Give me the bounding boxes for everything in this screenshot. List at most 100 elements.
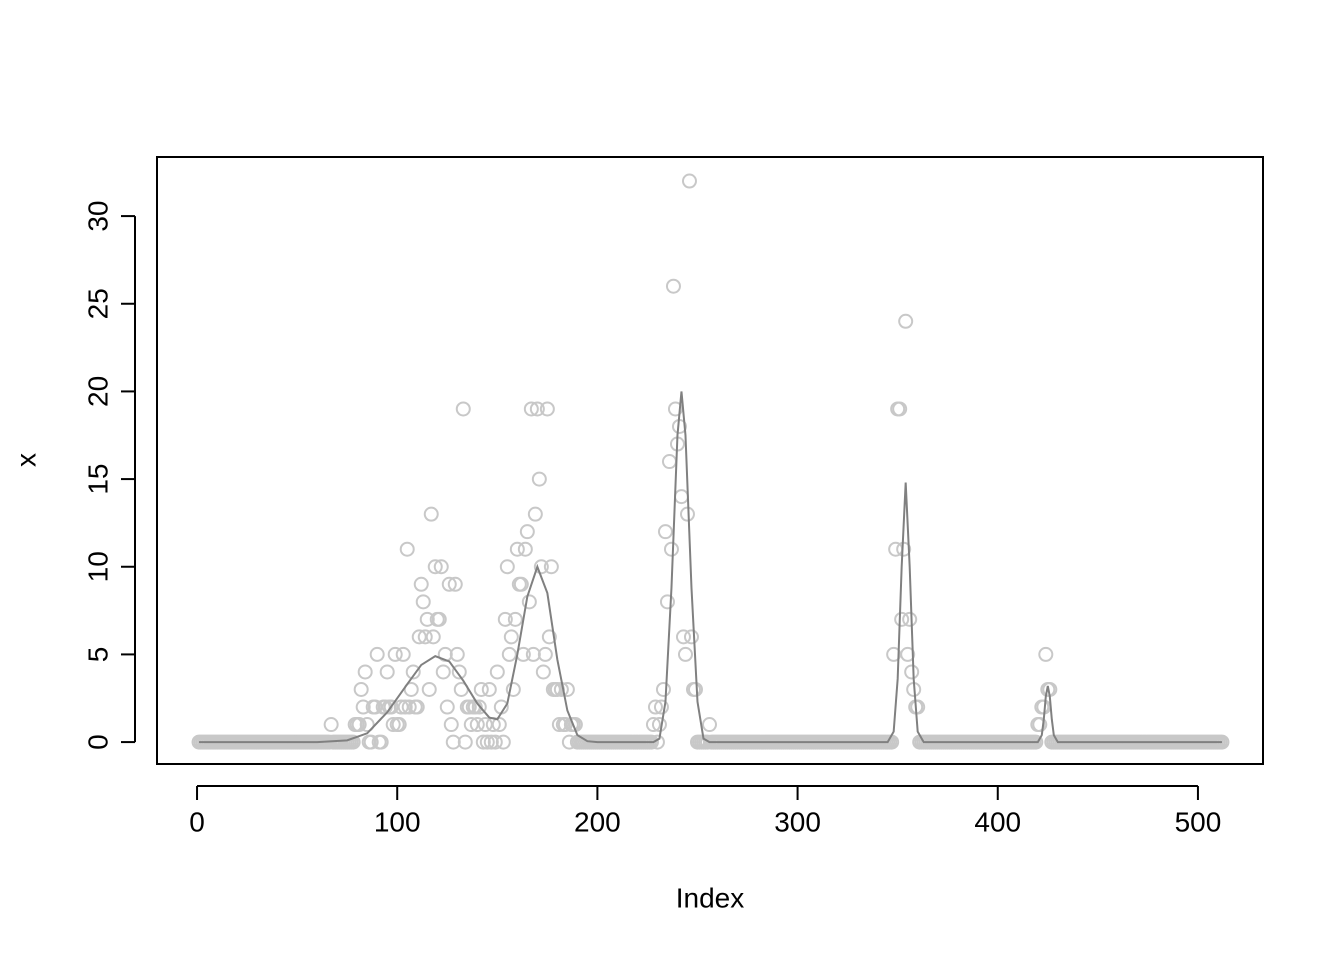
point [681, 173, 697, 189]
point [447, 576, 463, 592]
point [501, 646, 517, 662]
point [904, 664, 920, 680]
point [387, 646, 403, 662]
point [473, 681, 489, 697]
point [900, 646, 916, 662]
point [461, 699, 477, 715]
y-tick-label: 10 [82, 551, 113, 582]
point [491, 717, 507, 733]
point [557, 717, 573, 733]
point [405, 664, 421, 680]
point [683, 629, 699, 645]
point [477, 717, 493, 733]
y-tick-label: 0 [82, 734, 113, 750]
point [423, 506, 439, 522]
point [367, 699, 383, 715]
point [1038, 646, 1054, 662]
point [892, 401, 908, 417]
point [351, 717, 367, 733]
point [401, 699, 417, 715]
point [1032, 717, 1048, 733]
point [517, 541, 533, 557]
y-axis-label: x [10, 453, 41, 467]
point [523, 401, 539, 417]
y-tick-label: 25 [82, 288, 113, 319]
point [651, 717, 667, 733]
point [497, 611, 513, 627]
point [439, 699, 455, 715]
point [449, 646, 465, 662]
x-tick-label: 0 [189, 806, 205, 837]
point [379, 664, 395, 680]
point [395, 646, 411, 662]
point [655, 681, 671, 697]
point [894, 611, 910, 627]
point [495, 734, 511, 750]
point [359, 717, 375, 733]
point [559, 681, 575, 697]
y-tick-label: 20 [82, 376, 113, 407]
point [435, 664, 451, 680]
y-tick-label: 30 [82, 201, 113, 232]
point [645, 717, 661, 733]
x-tick-label: 200 [574, 806, 621, 837]
fit-line [199, 391, 1222, 744]
point [537, 646, 553, 662]
point [399, 541, 415, 557]
point [415, 594, 431, 610]
point [457, 734, 473, 750]
point [519, 524, 535, 540]
plot-frame [156, 156, 1264, 765]
point [479, 734, 495, 750]
point [431, 611, 447, 627]
y-tick-label: 15 [82, 464, 113, 495]
point [443, 717, 459, 733]
point [507, 611, 523, 627]
point [385, 717, 401, 733]
point [353, 681, 369, 697]
point [657, 524, 673, 540]
point [886, 646, 902, 662]
point [441, 576, 457, 592]
point [677, 646, 693, 662]
point [665, 278, 681, 294]
point [659, 594, 675, 610]
point [902, 611, 918, 627]
point [505, 681, 521, 697]
point [898, 313, 914, 329]
point [391, 717, 407, 733]
point [527, 506, 543, 522]
point [373, 734, 389, 750]
point [673, 489, 689, 505]
point [425, 629, 441, 645]
point [675, 629, 691, 645]
point [369, 646, 385, 662]
point [535, 664, 551, 680]
point [323, 717, 339, 733]
point [487, 734, 503, 750]
point [411, 629, 427, 645]
point [653, 699, 669, 715]
point [357, 664, 373, 680]
point [533, 559, 549, 575]
point [463, 717, 479, 733]
point [541, 629, 557, 645]
point [529, 401, 545, 417]
point [363, 734, 379, 750]
point [469, 717, 485, 733]
point [687, 681, 703, 697]
point [409, 699, 425, 715]
point [433, 559, 449, 575]
x-tick-label: 500 [1175, 806, 1222, 837]
point [503, 629, 519, 645]
point [667, 401, 683, 417]
point [499, 559, 515, 575]
point [509, 541, 525, 557]
x-tick-label: 400 [974, 806, 1021, 837]
point [455, 401, 471, 417]
point [539, 401, 555, 417]
point [471, 699, 487, 715]
point [403, 681, 419, 697]
point [663, 541, 679, 557]
